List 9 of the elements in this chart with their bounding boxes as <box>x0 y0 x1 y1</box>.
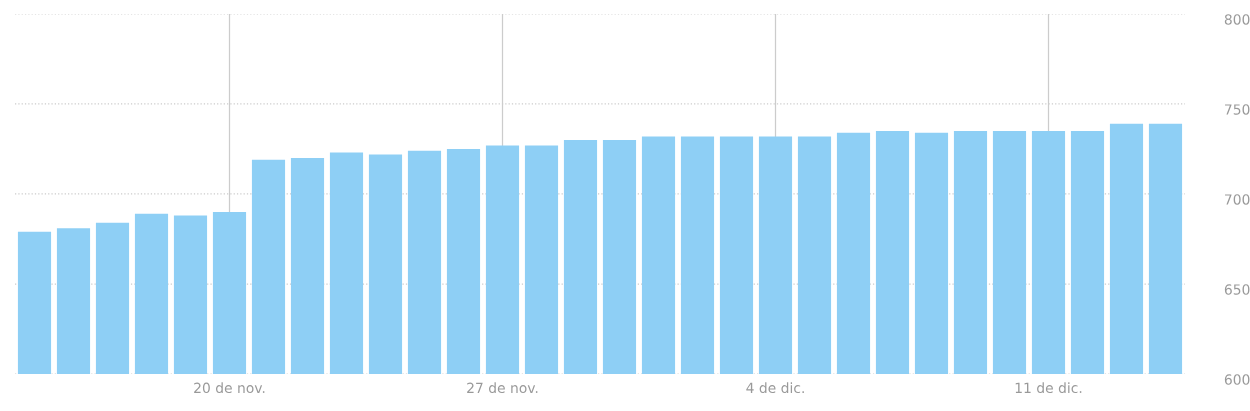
x-tick-label: 20 de nov. <box>194 382 265 394</box>
y-tick-label: 750 <box>1225 104 1250 115</box>
y-tick-label: 700 <box>1225 194 1250 205</box>
x-tick-label: 11 de dic. <box>1015 382 1082 394</box>
x-tick-label: 4 de dic. <box>746 382 804 394</box>
y-tick-label: 650 <box>1224 284 1250 295</box>
x-tick-label: 27 de nov. <box>467 382 538 394</box>
y-tick-label: 800 <box>1224 14 1250 25</box>
y-tick-label: 600 <box>1224 374 1250 385</box>
